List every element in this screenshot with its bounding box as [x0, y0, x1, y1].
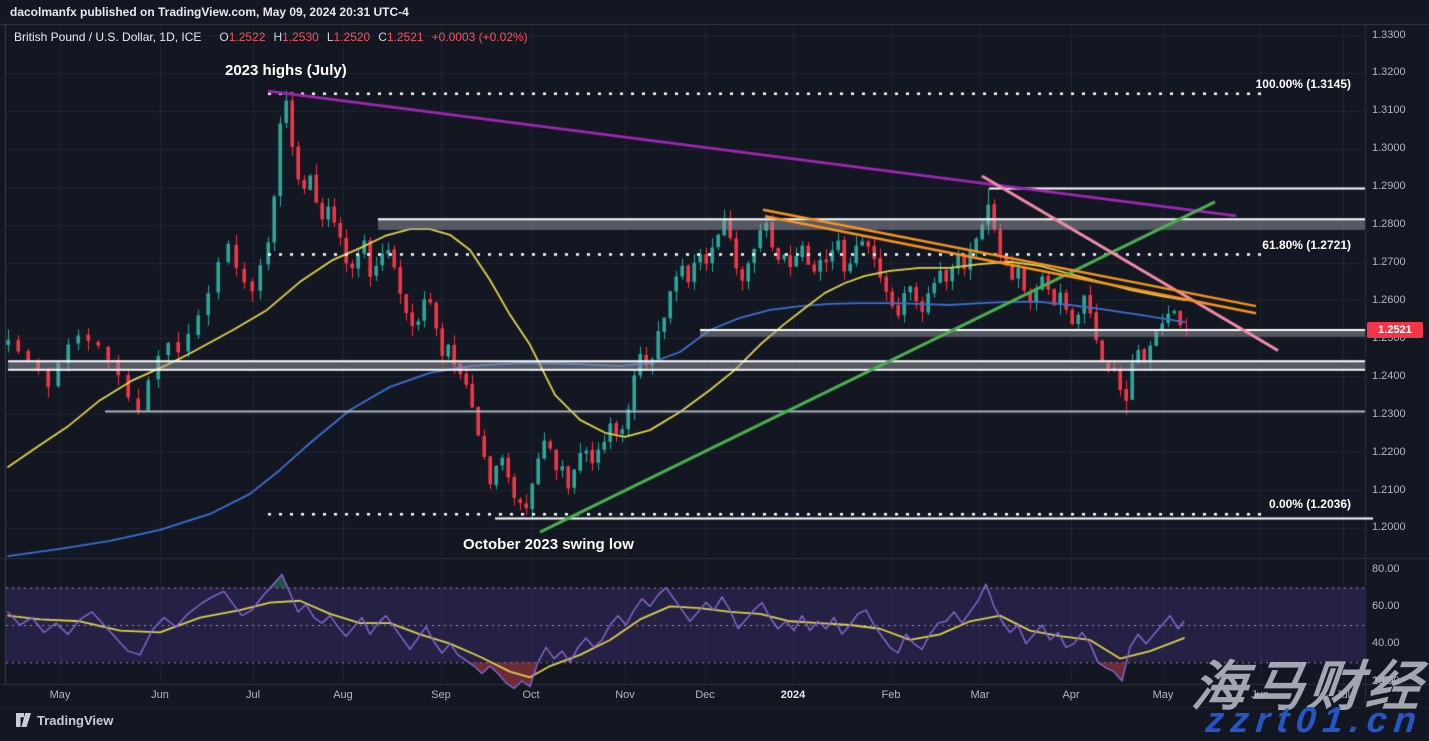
price-tick-label: 1.2400: [1372, 369, 1406, 382]
time-tick-label: Apr: [1062, 689, 1080, 701]
price-tick-label: 1.2600: [1372, 293, 1406, 306]
watermark-url: zzrt01.cn: [1203, 699, 1426, 740]
change-value: +0.0003 (+0.02%): [431, 30, 528, 44]
tradingview-logo-icon: [16, 713, 31, 728]
ohlc-value: 1.2521: [386, 30, 424, 44]
time-tick-label: May: [49, 689, 71, 701]
publisher-text: dacolmanfx published on TradingView.com,…: [10, 5, 409, 19]
price-tick-label: 1.3000: [1372, 142, 1406, 155]
rsi-tick-label: 80.00: [1372, 562, 1400, 575]
time-tick-label: Jul: [245, 689, 261, 701]
tradingview-logo-text: TradingView: [37, 713, 114, 728]
time-tick-label: Mar: [970, 689, 990, 701]
publisher-bar: dacolmanfx published on TradingView.com,…: [0, 0, 1429, 24]
time-tick-label: Nov: [615, 689, 635, 701]
time-tick-label: May: [1152, 689, 1174, 701]
ohlc-values: O1.2522 H1.2530 L1.2520 C1.2521: [211, 30, 423, 44]
ohlc-value: 1.2530: [282, 30, 319, 44]
tradingview-logo[interactable]: TradingView: [16, 713, 113, 728]
annotation-2023-highs: 2023 highs (July): [225, 62, 347, 79]
price-tick-label: 1.2000: [1372, 521, 1406, 534]
price-tick-label: 1.3200: [1372, 66, 1406, 79]
price-tick-label: 1.2800: [1372, 218, 1406, 231]
last-price-label: 1.2521: [1367, 322, 1423, 339]
time-tick-label: Jul: [1335, 689, 1351, 701]
ohlc-key: C: [378, 30, 387, 44]
time-tick-label: Dec: [695, 689, 715, 701]
time-tick-label: Feb: [881, 689, 901, 701]
symbol-header: British Pound / U.S. Dollar, 1D, ICE O1.2…: [14, 30, 528, 44]
price-tick-label: 1.2200: [1372, 445, 1406, 458]
time-tick-label: Jun: [1251, 689, 1269, 701]
ohlc-key: H: [273, 30, 283, 44]
price-tick-label: 1.2100: [1372, 483, 1406, 496]
ohlc-value: 1.2522: [228, 30, 266, 44]
time-tick-label: Oct: [522, 689, 540, 701]
time-tick-label: Aug: [333, 689, 353, 701]
time-tick-label: Jun: [151, 689, 169, 701]
price-tick-label: 1.3300: [1372, 28, 1406, 41]
price-axis[interactable]: [1365, 24, 1429, 684]
ohlc-key: L: [326, 30, 334, 44]
ohlc-key: O: [219, 30, 229, 44]
time-tick-label: 2024: [780, 689, 806, 701]
price-tick-label: 1.2300: [1372, 407, 1406, 420]
price-tick-label: 1.2900: [1372, 180, 1406, 193]
rsi-tick-label: 60.00: [1372, 599, 1400, 612]
ohlc-value: 1.2520: [333, 30, 371, 44]
time-tick-label: Sep: [431, 689, 451, 701]
rsi-tick-label: 40.00: [1372, 637, 1400, 650]
rsi-tick-label: 20.00: [1372, 674, 1400, 687]
price-tick-label: 1.3100: [1372, 104, 1406, 117]
annotation-october-low: October 2023 swing low: [463, 536, 634, 553]
symbol-title: British Pound / U.S. Dollar, 1D, ICE: [14, 30, 202, 44]
price-tick-label: 1.2700: [1372, 256, 1406, 269]
